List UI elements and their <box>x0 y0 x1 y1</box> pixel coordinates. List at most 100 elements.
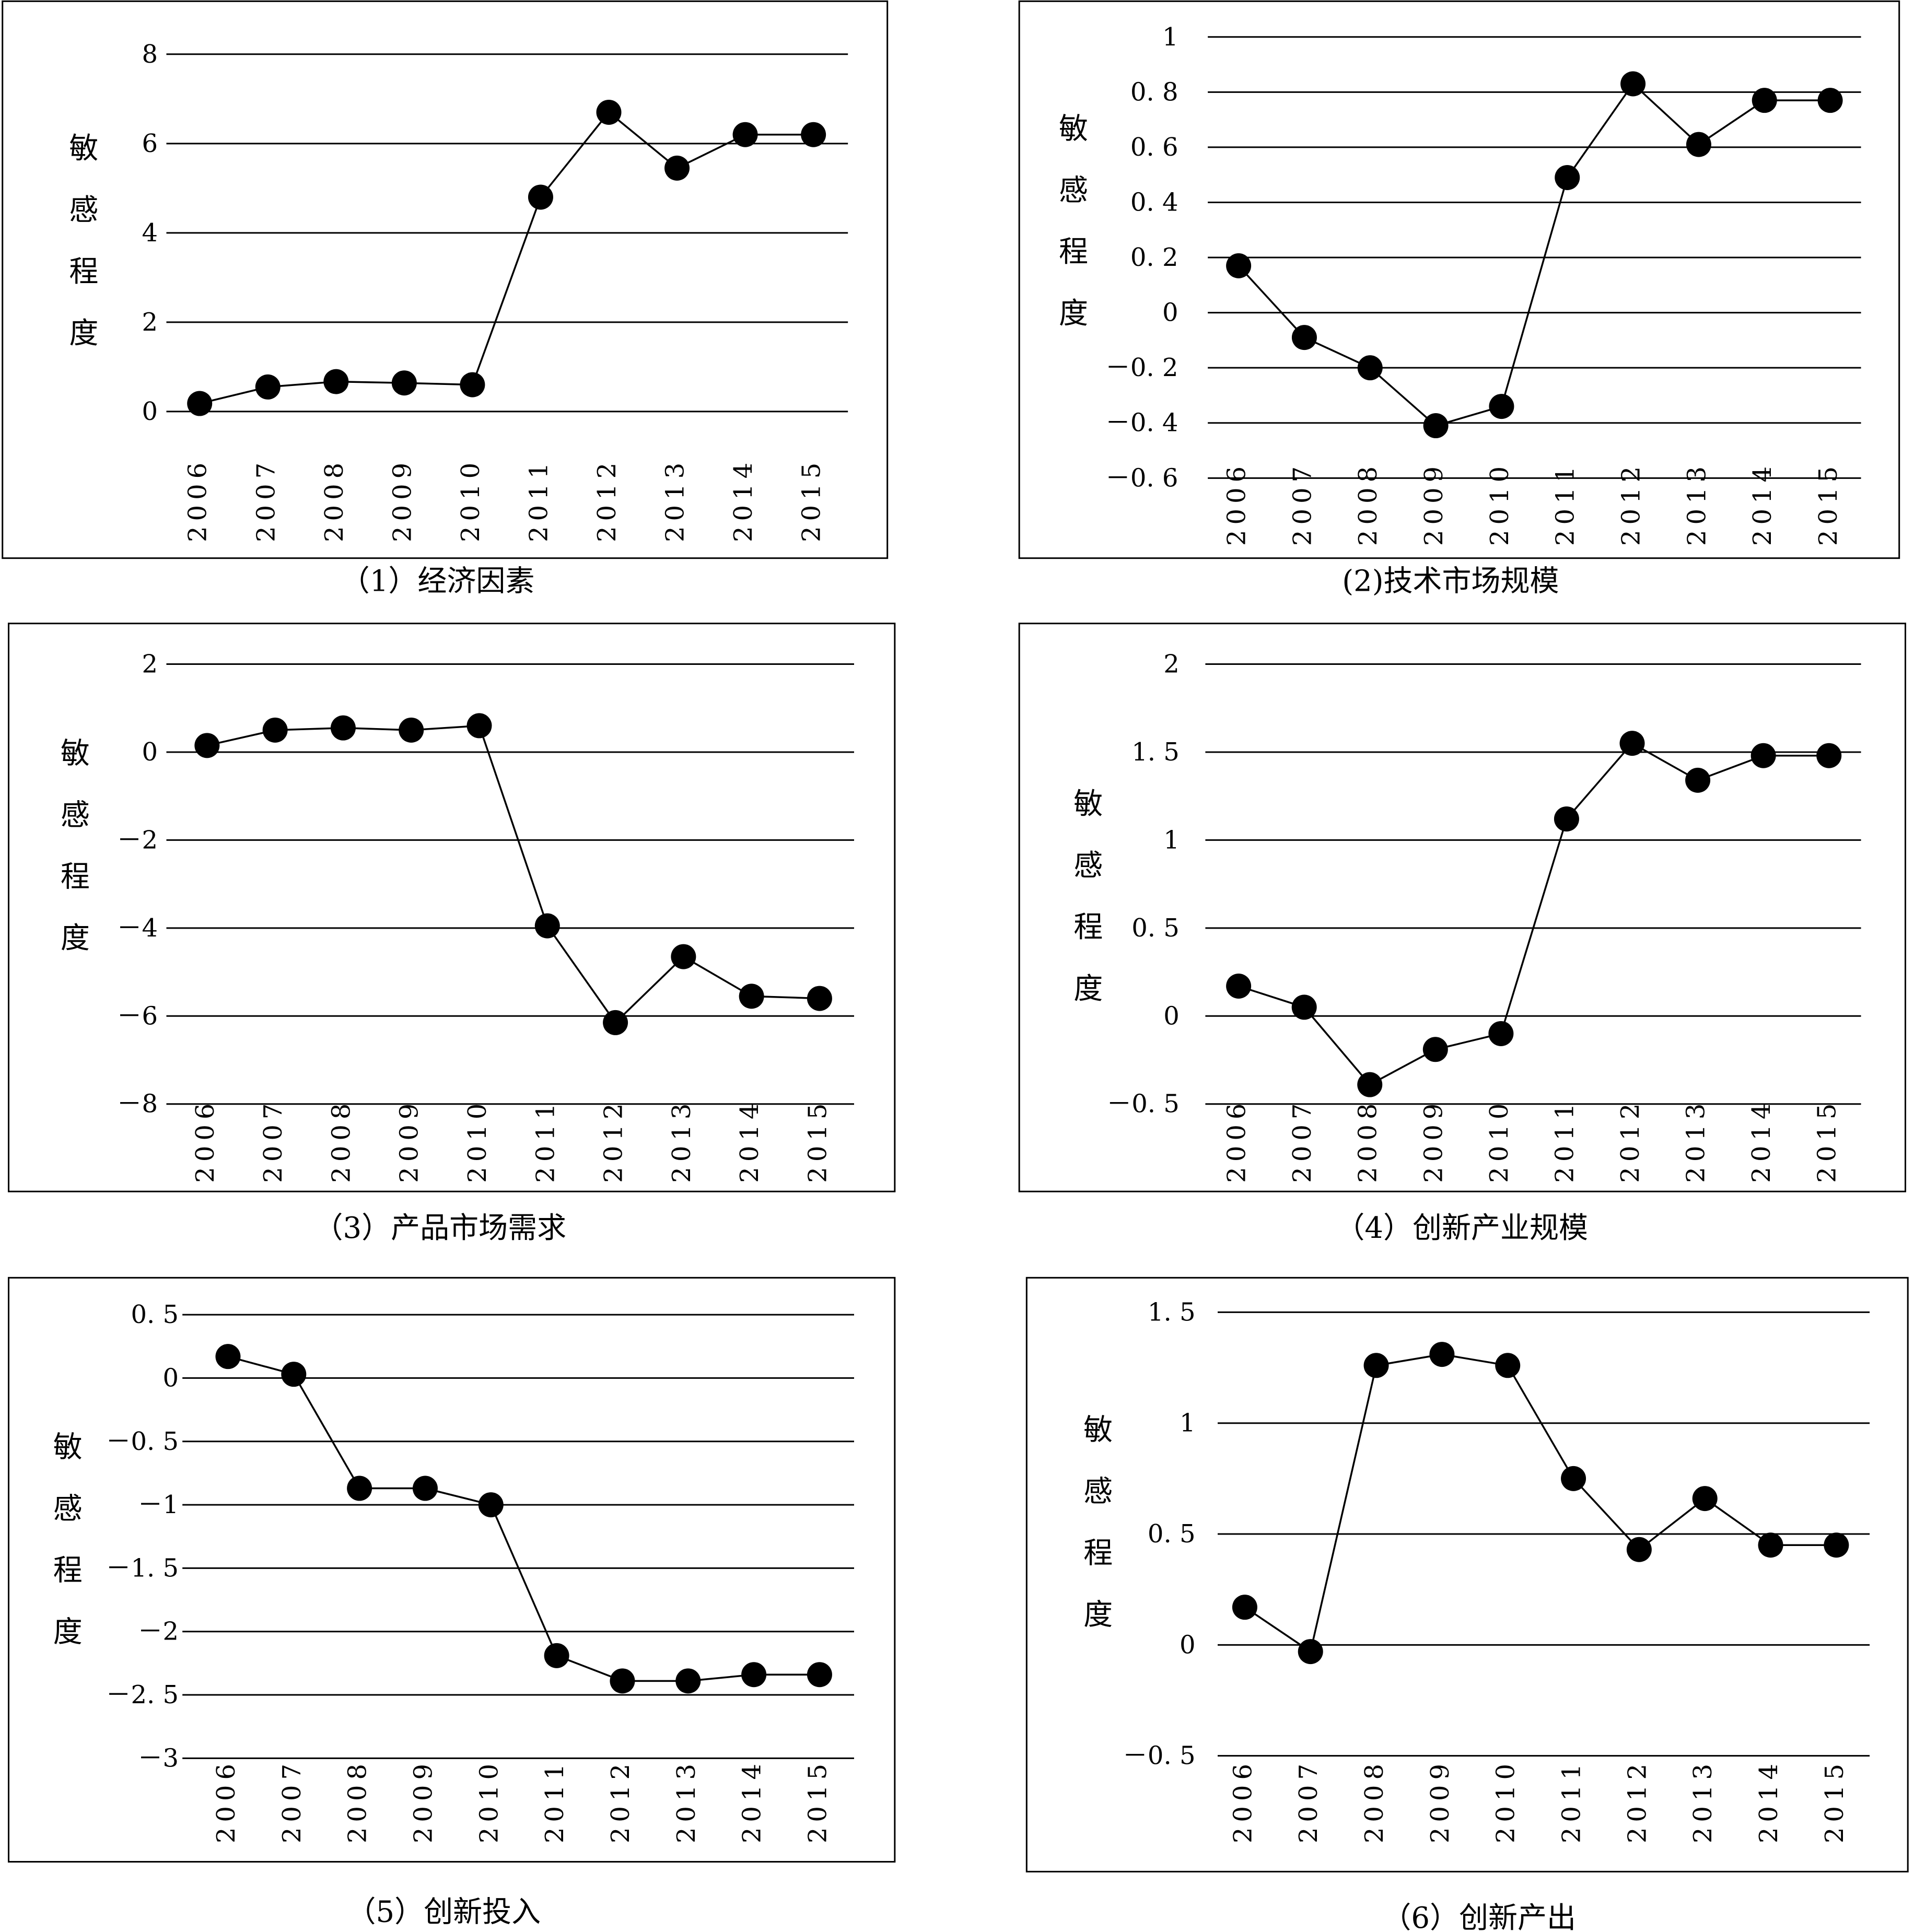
y-tick-label: －2 <box>138 1617 179 1646</box>
data-point <box>1291 994 1317 1020</box>
x-tick-label: 2010 <box>1491 1759 1521 1843</box>
y-axis-label-char: 度 <box>69 317 98 350</box>
x-tick-label: 2006 <box>1222 1098 1252 1183</box>
y-axis-label-char: 度 <box>1059 297 1088 331</box>
data-point <box>187 391 213 416</box>
panel-frame <box>1018 0 1900 559</box>
y-tick-label: 0 <box>1180 1630 1196 1659</box>
y-tick-label: －6 <box>116 1001 158 1031</box>
panel-caption: （5）创新投入 <box>347 1895 541 1929</box>
y-tick-label: －0. 2 <box>1105 353 1178 382</box>
data-point <box>323 369 349 394</box>
y-axis-label-char: 敏 <box>61 736 90 770</box>
x-tick-label: 2015 <box>803 1759 832 1843</box>
panel-caption: （1）经济因素 <box>341 564 535 598</box>
data-point <box>603 1010 628 1035</box>
y-axis-label-char: 感 <box>53 1492 83 1526</box>
data-point <box>330 715 356 741</box>
panel-frame <box>1018 623 1906 1192</box>
y-tick-label: －0. 5 <box>1123 1741 1196 1771</box>
data-point <box>1226 253 1252 278</box>
data-point <box>1488 1021 1514 1046</box>
x-tick-label: 2015 <box>1814 461 1843 546</box>
y-tick-label: －0. 6 <box>1105 463 1178 493</box>
x-tick-label: 2014 <box>1747 1098 1776 1183</box>
x-tick-label: 2006 <box>183 458 213 542</box>
y-tick-label: －2. 5 <box>106 1680 179 1709</box>
y-tick-label: －1 <box>138 1490 179 1519</box>
y-tick-label: 0 <box>142 737 158 767</box>
data-point <box>1620 71 1646 97</box>
y-tick-label: 0 <box>1162 298 1178 327</box>
x-tick-label: 2009 <box>1419 461 1449 546</box>
panel-caption: (2)技术市场规模 <box>1342 564 1559 598</box>
x-tick-label: 2015 <box>1820 1759 1849 1843</box>
y-tick-label: 0 <box>1163 1001 1180 1031</box>
data-point <box>675 1668 701 1694</box>
y-axis-label-char: 敏 <box>1083 1413 1113 1447</box>
data-point <box>528 184 553 210</box>
data-point <box>1626 1537 1652 1562</box>
y-tick-label: 6 <box>142 129 158 158</box>
x-tick-label: 2014 <box>1754 1759 1783 1843</box>
x-tick-label: 2012 <box>592 458 622 542</box>
y-tick-label: －0. 5 <box>106 1427 179 1456</box>
y-axis-label-char: 感 <box>1059 173 1088 207</box>
y-axis-label-char: 程 <box>69 255 98 289</box>
x-tick-label: 2013 <box>1688 1759 1718 1843</box>
y-tick-label: －3 <box>138 1743 179 1773</box>
x-tick-label: 2013 <box>1682 1098 1711 1183</box>
x-tick-label: 2007 <box>1288 1098 1317 1183</box>
x-tick-label: 2008 <box>1360 1759 1389 1843</box>
data-point <box>478 1492 504 1518</box>
x-tick-label: 2010 <box>1485 1098 1514 1183</box>
data-point <box>1357 355 1383 381</box>
data-point <box>1554 806 1579 832</box>
y-axis-label-char: 感 <box>69 193 98 227</box>
y-axis-label-char: 度 <box>1083 1598 1113 1632</box>
series-line <box>199 111 814 405</box>
x-tick-label: 2006 <box>1228 1759 1257 1843</box>
data-point <box>460 372 485 397</box>
data-point <box>1495 1353 1521 1378</box>
y-tick-label: 8 <box>142 40 158 69</box>
data-point <box>391 370 417 396</box>
series-line <box>228 1355 820 1682</box>
x-tick-label: 2006 <box>1222 461 1252 546</box>
x-tick-label: 2007 <box>251 458 281 542</box>
y-tick-label: －8 <box>116 1090 158 1119</box>
data-point <box>732 122 758 147</box>
panel-caption: （4）创新产业规模 <box>1335 1211 1588 1245</box>
x-tick-label: 2012 <box>1616 1098 1645 1183</box>
series-line <box>206 724 820 1024</box>
panel-frame <box>1025 1277 1909 1872</box>
x-tick-label: 2013 <box>667 1098 696 1183</box>
x-tick-label: 2010 <box>463 1098 492 1183</box>
data-point <box>1685 767 1711 793</box>
data-point <box>347 1476 372 1501</box>
x-tick-label: 2006 <box>191 1098 220 1183</box>
x-tick-label: 2012 <box>1623 1759 1652 1843</box>
data-point <box>1291 325 1317 350</box>
y-tick-label: 0. 2 <box>1130 243 1178 272</box>
y-axis-label-char: 度 <box>61 921 90 955</box>
y-axis-label-char: 程 <box>1073 910 1103 944</box>
y-tick-label: －0. 4 <box>1105 408 1178 438</box>
panel-caption: （6）创新产出 <box>1382 1901 1576 1932</box>
x-tick-label: 2013 <box>661 458 690 542</box>
y-axis-label-char: 度 <box>53 1615 83 1649</box>
x-tick-label: 2014 <box>738 1759 767 1843</box>
y-axis-label-char: 度 <box>1073 972 1103 1006</box>
data-point <box>399 717 424 743</box>
x-tick-label: 2009 <box>388 458 417 542</box>
x-tick-label: 2012 <box>1617 461 1646 546</box>
data-point <box>801 122 826 147</box>
x-tick-label: 2008 <box>326 1098 356 1183</box>
y-tick-label: 2 <box>1163 650 1180 679</box>
y-tick-label: 0. 5 <box>1131 914 1180 943</box>
x-tick-label: 2010 <box>1485 461 1514 546</box>
data-point <box>739 983 764 1009</box>
y-tick-label: 1. 5 <box>1131 737 1180 767</box>
